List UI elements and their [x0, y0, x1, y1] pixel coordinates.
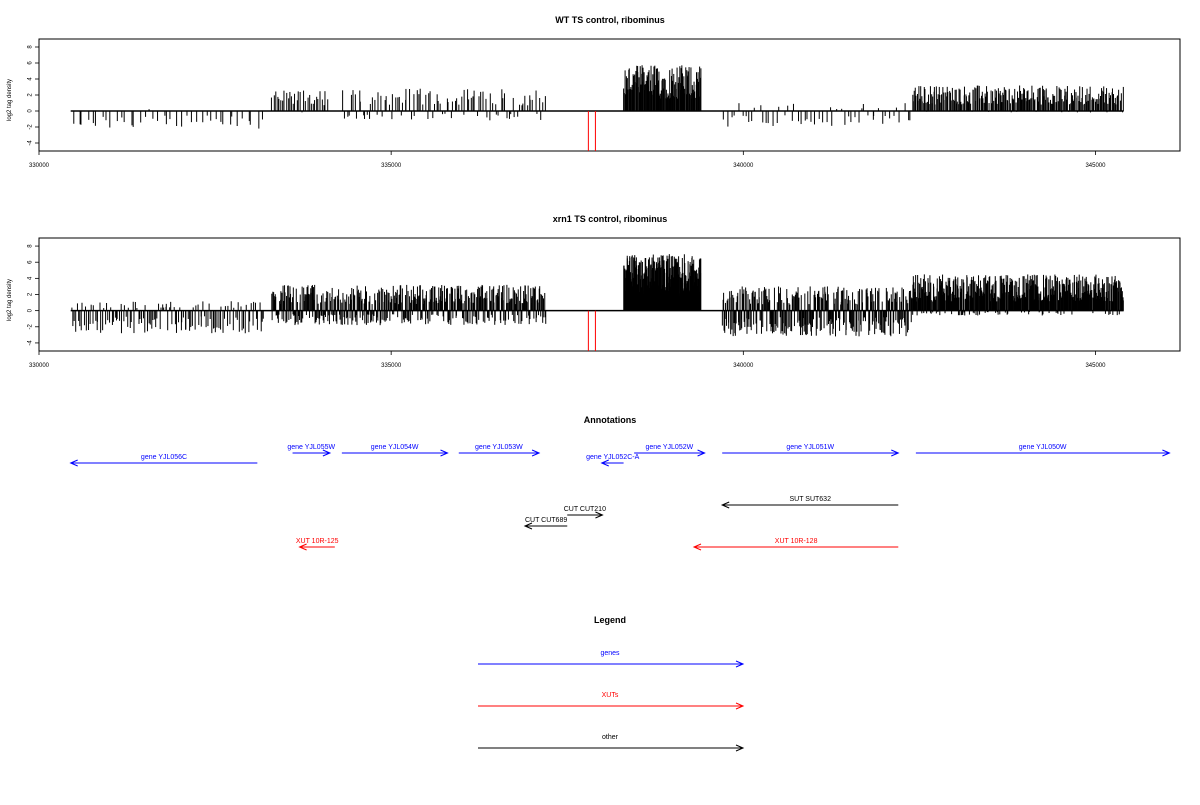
feature-label: XUT 10R-125: [296, 538, 339, 545]
feature-gene-yjl055w: gene YJL055W: [287, 444, 335, 457]
arrow-head: [69, 459, 78, 467]
legend-item-xuts: XUTs: [478, 692, 745, 710]
x-tick-label: 345000: [1085, 163, 1106, 169]
arrow-head: [735, 744, 745, 752]
wt-panel: WT TS control, ribominus log2 tag densit…: [7, 15, 1181, 169]
feature-gene-yjl052c-a: gene YJL052C-A: [586, 454, 640, 467]
y-tick-label: -2: [28, 323, 34, 329]
y-tick-label: -4: [28, 340, 34, 346]
feature-gene-yjl056c: gene YJL056C: [69, 454, 258, 467]
feature-label: gene YJL054W: [371, 444, 419, 451]
y-tick-label: 8: [28, 45, 34, 49]
feature-label: XUT 10R-128: [775, 538, 818, 545]
arrow-head: [1162, 449, 1171, 457]
feature-gene-yjl053w: gene YJL053W: [458, 444, 541, 457]
xrn1-panel: xrn1 TS control, ribominus log2 tag dens…: [7, 214, 1181, 369]
arrow-head: [600, 459, 609, 467]
feature-xut-10r-125: XUT 10R-125: [296, 538, 339, 551]
arrow-head: [531, 449, 541, 457]
y-tick-label: 2: [28, 93, 34, 97]
feature-layer: gene YJL056C gene YJL055W gene YJL054W gene…: [69, 444, 1171, 551]
feature-gene-yjl052w: gene YJL052W: [634, 444, 706, 457]
feature-label: gene YJL052C-A: [586, 454, 640, 461]
y-tick-label: -2: [28, 124, 34, 130]
arrow-head: [735, 660, 745, 668]
annotations-title: Annotations: [584, 415, 637, 425]
arrow-head: [595, 511, 604, 519]
arrow-head: [891, 449, 900, 457]
feature-label: gene YJL055W: [287, 444, 335, 451]
x-tick-label: 345000: [1085, 363, 1106, 369]
feature-label: CUT CUT689: [525, 517, 567, 524]
legend-items: genes XUTs other: [478, 650, 745, 752]
x-tick-label: 335000: [381, 363, 402, 369]
x-tick-label: 335000: [381, 163, 402, 169]
legend-label: genes: [600, 650, 620, 657]
legend-item-other: other: [478, 734, 745, 752]
legend-panel: Legend genes XUTs other: [478, 615, 745, 752]
arrow-head: [298, 543, 307, 551]
arrow-head: [523, 522, 533, 530]
arrow-head: [735, 702, 745, 710]
bar-layer: [70, 65, 1124, 151]
feature-label: gene YJL052W: [645, 444, 693, 451]
feature-gene-yjl051w: gene YJL051W: [722, 444, 900, 457]
feature-label: gene YJL053W: [475, 444, 523, 451]
y-tick-label: 6: [28, 61, 34, 65]
y-tick-label: 4: [28, 276, 34, 280]
feature-gene-yjl054w: gene YJL054W: [341, 444, 449, 457]
feature-label: gene YJL050W: [1019, 444, 1067, 451]
y-tick-label: 6: [28, 260, 34, 264]
feature-gene-yjl050w: gene YJL050W: [915, 444, 1171, 457]
legend-label: XUTs: [602, 692, 619, 699]
feature-label: SUT SUT632: [789, 496, 831, 503]
feature-label: gene YJL051W: [786, 444, 834, 451]
feature-xut-10r-128: XUT 10R-128: [692, 538, 899, 551]
feature-label: CUT CUT210: [564, 506, 606, 513]
arrow-head: [720, 501, 730, 509]
x-tick-label: 330000: [29, 363, 50, 369]
feature-label: gene YJL056C: [141, 454, 187, 461]
y-axis-label: log2 tag density: [7, 279, 13, 321]
panel-title: WT TS control, ribominus: [555, 15, 665, 25]
feature-sut-sut632: SUT SUT632: [720, 496, 899, 509]
arrow-head: [322, 449, 332, 457]
arrow-head: [692, 543, 702, 551]
arrow-head: [697, 449, 706, 457]
legend-item-genes: genes: [478, 650, 745, 668]
bar-layer: [70, 254, 1124, 351]
axes-layer: -4 -2 0 2 4 6 8 330000 335000 340000 345000: [28, 244, 1107, 369]
y-axis-label: log2 tag density: [7, 79, 13, 121]
legend-title: Legend: [594, 615, 626, 625]
axes-layer: -4 -2 0 2 4 6 8 330000 335000 340000 345000: [28, 45, 1107, 169]
y-tick-label: 0: [28, 109, 34, 113]
y-tick-label: 4: [28, 77, 34, 81]
feature-cut-cut689: CUT CUT689: [523, 517, 567, 530]
y-tick-label: 2: [28, 292, 34, 296]
y-tick-label: 0: [28, 308, 34, 312]
y-tick-label: 8: [28, 244, 34, 248]
x-tick-label: 340000: [733, 163, 754, 169]
feature-cut-cut210: CUT CUT210: [564, 506, 606, 519]
panel-title: xrn1 TS control, ribominus: [553, 214, 668, 224]
x-tick-label: 330000: [29, 163, 50, 169]
x-tick-label: 340000: [733, 363, 754, 369]
legend-label: other: [602, 734, 619, 741]
y-tick-label: -4: [28, 140, 34, 146]
arrow-head: [440, 449, 449, 457]
